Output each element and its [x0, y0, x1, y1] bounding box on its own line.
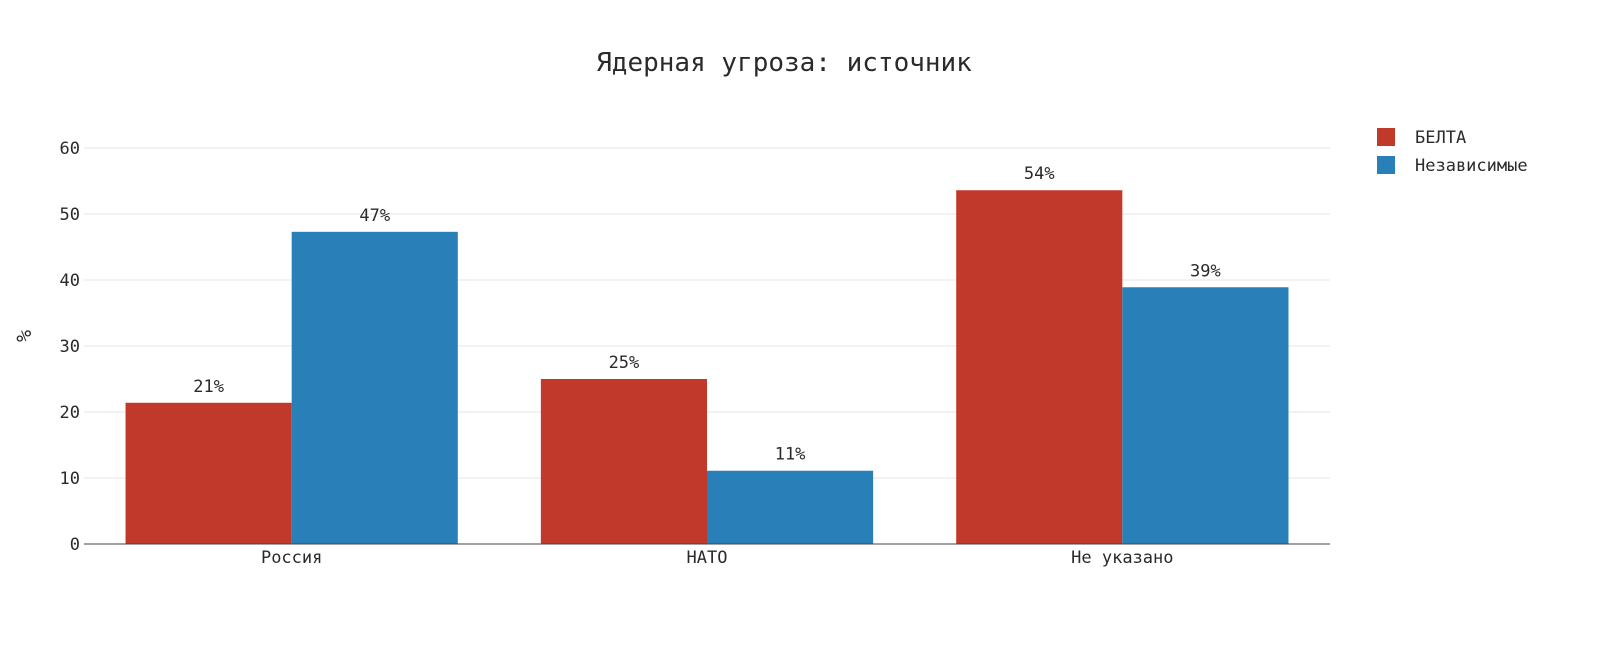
bar-value-label: 21% — [193, 377, 224, 397]
x-tick-label: НАТО — [687, 548, 728, 568]
y-tick-label: 10 — [60, 469, 80, 489]
y-tick-label: 20 — [60, 403, 80, 423]
y-tick-label: 60 — [60, 139, 80, 159]
bar-value-label: 39% — [1190, 261, 1221, 281]
axes: 0 10 20 30 40 50 60 Россия НАТО Не указано — [60, 139, 1330, 568]
legend-swatch — [1377, 156, 1395, 174]
bar-value-label: 11% — [775, 445, 806, 465]
y-tick-label: 30 — [60, 337, 80, 357]
data-labels: 21% 47% 25% 11% 54% 39% — [193, 164, 1221, 465]
bar-independent — [291, 231, 458, 544]
bar-belta — [540, 379, 707, 544]
bar-value-label: 47% — [359, 206, 390, 226]
chart-title: Ядерная угроза: источник — [596, 48, 972, 78]
legend: БЕЛТА Независимые — [1377, 128, 1528, 176]
legend-label: Независимые — [1415, 156, 1528, 176]
bar-independent — [1122, 287, 1289, 544]
bar-belta — [125, 402, 292, 544]
bar-value-label: 25% — [609, 353, 640, 373]
y-tick-label: 50 — [60, 205, 80, 225]
bar-value-label: 54% — [1024, 164, 1055, 184]
y-tick-label: 40 — [60, 271, 80, 291]
bar-belta — [956, 190, 1123, 545]
x-tick-label: Не указано — [1071, 548, 1173, 568]
legend-label: БЕЛТА — [1415, 128, 1466, 148]
x-tick-label: Россия — [261, 548, 322, 568]
bar-independent — [707, 470, 874, 544]
legend-swatch — [1377, 128, 1395, 146]
bars — [125, 190, 1289, 545]
y-tick-label: 0 — [70, 535, 80, 555]
y-axis-title: % — [12, 330, 36, 342]
